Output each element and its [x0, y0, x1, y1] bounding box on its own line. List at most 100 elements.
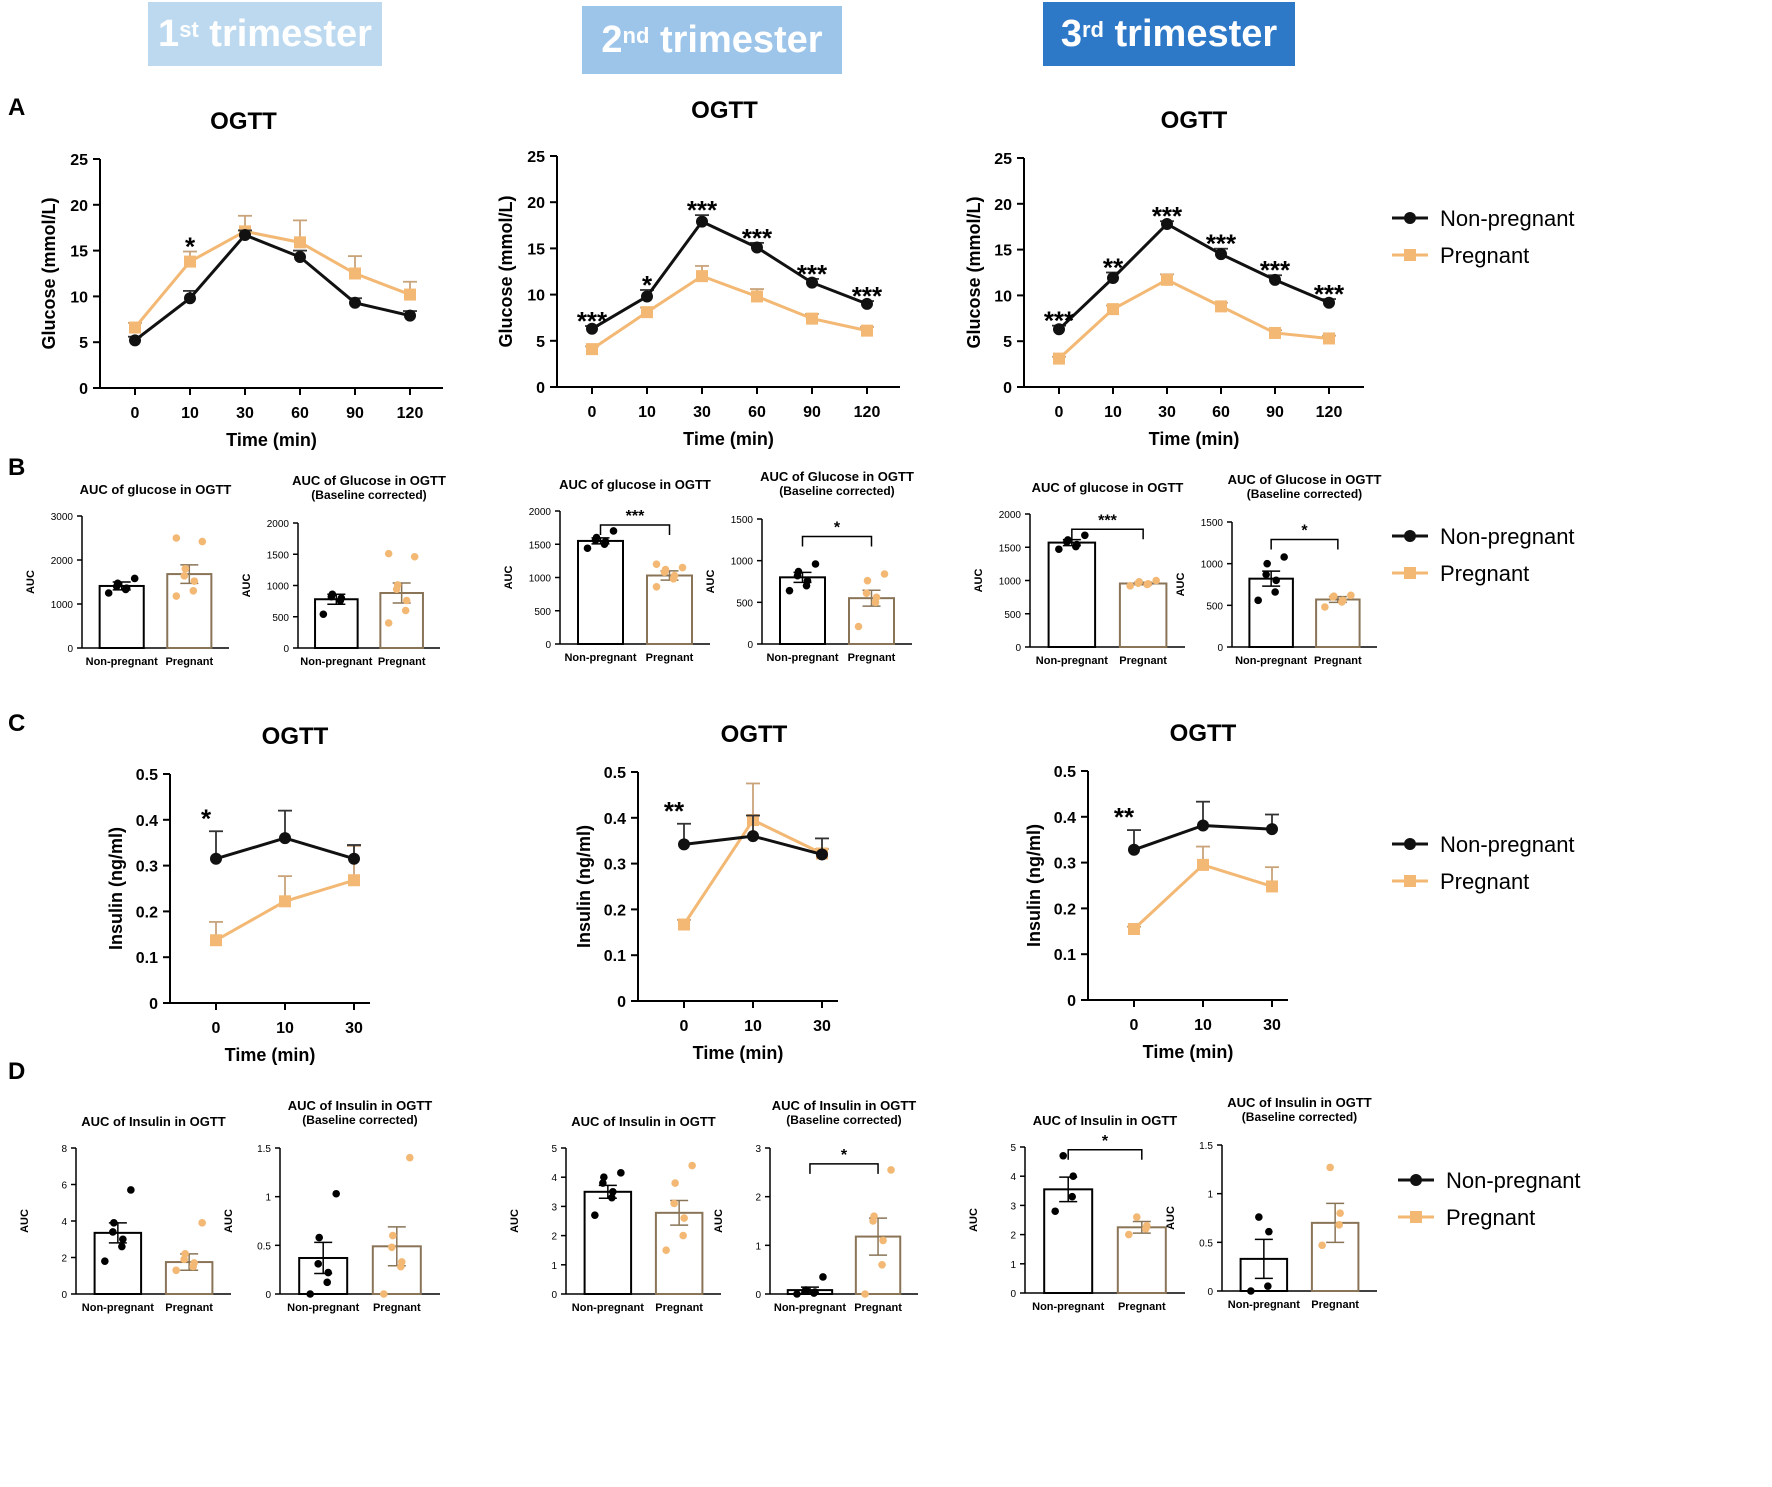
y-tick-label: 8 — [61, 1144, 67, 1155]
bar-chart-B1b: 0 500 1000 1500 2000 AUC AUC of Glucose in OGT… — [241, 473, 446, 668]
data-point — [592, 533, 601, 542]
y-tick-label: 5 — [536, 334, 545, 351]
x-tick-label: Pregnant — [655, 1302, 703, 1314]
bar — [577, 539, 624, 645]
data-point — [184, 255, 196, 268]
data-point — [1247, 1287, 1255, 1295]
x-tick-label: 10 — [638, 404, 656, 421]
data-point — [678, 918, 690, 931]
data-point — [384, 549, 393, 558]
banner-text: trimester — [649, 18, 823, 61]
y-tick-label: 0.3 — [136, 859, 158, 876]
banner-suffix: st — [179, 17, 199, 42]
banner-text: trimester — [198, 12, 372, 55]
bar-chart-D2b: 0 1 2 3 AUC AUC of Insulin in OGTT(Baseline c… — [713, 1098, 918, 1314]
data-point — [591, 1211, 599, 1219]
data-point — [1152, 576, 1160, 585]
bar — [1043, 1188, 1094, 1294]
line-chart-C1: 0 0.1 0.2 0.3 0.4 0.5 0 10 30 Time (min) Insulin (… — [106, 723, 370, 1065]
x-tick-label: Pregnant — [165, 1302, 213, 1314]
y-tick-label: 4 — [61, 1217, 67, 1228]
y-tick-label: 0.5 — [1054, 764, 1076, 781]
y-tick-label: 1000 — [999, 577, 1022, 588]
data-point — [1128, 843, 1140, 856]
y-tick-label: 2 — [551, 1232, 557, 1243]
y-tick-label: 0.1 — [1054, 947, 1076, 964]
bar-group-non-pregnant — [1043, 1151, 1094, 1294]
legend-label-pregnant: Pregnant — [1440, 243, 1529, 268]
data-point — [1143, 1222, 1151, 1230]
y-tick-label: 500 — [272, 613, 289, 624]
data-point — [880, 570, 889, 578]
data-point — [410, 552, 419, 561]
y-axis-label: AUC — [1165, 1206, 1177, 1230]
y-tick-label: 500 — [736, 598, 753, 609]
bar — [1248, 577, 1294, 649]
data-point — [696, 215, 708, 228]
x-tick-label: 120 — [397, 405, 424, 422]
data-point — [751, 290, 763, 303]
data-point — [887, 1166, 895, 1174]
y-tick-label: 2 — [1010, 1231, 1016, 1242]
x-tick-label: Non-pregnant — [1228, 1299, 1300, 1311]
data-point — [119, 1235, 127, 1244]
bar-group-non-pregnant — [98, 574, 145, 650]
bar-group-pregnant — [166, 534, 213, 650]
data-point — [696, 270, 708, 283]
series-line — [1057, 222, 1330, 331]
significance-bracket — [1270, 538, 1339, 550]
significance-stars: * — [834, 520, 841, 537]
data-point — [180, 572, 189, 580]
data-point — [337, 594, 346, 602]
data-point — [1266, 823, 1278, 836]
bar — [779, 576, 826, 645]
x-tick-label: 120 — [854, 404, 881, 421]
y-tick-label: 15 — [527, 241, 545, 258]
significance-stars: ** — [1103, 253, 1124, 283]
data-point — [747, 830, 759, 843]
data-point — [1266, 880, 1278, 893]
legend-marker-pregnant — [1410, 1211, 1422, 1223]
data-point — [661, 565, 670, 574]
y-axis-label: AUC — [968, 1208, 980, 1232]
significance-stars: * — [1102, 1133, 1109, 1150]
x-tick-label: 0 — [131, 405, 140, 422]
data-point — [130, 574, 139, 583]
chart-subtitle: (Baseline corrected) — [1242, 1110, 1357, 1124]
chart-title: AUC of Insulin in OGTT — [288, 1098, 432, 1113]
data-point — [181, 1250, 189, 1258]
data-point — [678, 838, 690, 851]
x-tick-label: 30 — [693, 404, 711, 421]
significance-bracket — [1071, 528, 1144, 540]
panel-label-d: D — [8, 1058, 26, 1085]
data-point — [406, 1153, 414, 1162]
y-tick-label: 1000 — [529, 574, 552, 585]
x-tick-label: 30 — [1263, 1017, 1281, 1034]
data-point — [1336, 1209, 1344, 1217]
significance-bracket — [1067, 1149, 1143, 1160]
data-point — [279, 895, 291, 908]
x-tick-label: Pregnant — [1311, 1299, 1359, 1311]
banner-text: trimester — [1103, 12, 1278, 55]
y-tick-label: 4 — [551, 1173, 557, 1184]
chart-subtitle: (Baseline corrected) — [1247, 487, 1362, 501]
x-tick-label: 60 — [1212, 404, 1230, 421]
bar — [583, 1190, 633, 1296]
y-tick-label: 0 — [545, 640, 551, 651]
bar-chart-D1b: 0 0.5 1 1.5 AUC AUC of Insulin in OGTT(Baseli… — [223, 1098, 440, 1314]
legend-marker-non-pregnant — [1404, 838, 1416, 850]
data-point — [680, 1214, 688, 1222]
bar-chart-B2a: 0 500 1000 1500 2000 AUC AUC of glucose in OGT… — [503, 477, 711, 664]
x-tick-label: Non-pregnant — [564, 652, 636, 664]
y-tick-label: 6 — [61, 1181, 67, 1192]
y-tick-label: 0 — [283, 644, 289, 655]
data-point — [1126, 582, 1134, 590]
series-non-pregnant — [677, 814, 829, 861]
x-tick-label: 90 — [346, 405, 364, 422]
data-point — [806, 276, 818, 289]
chart-subtitle: (Baseline corrected) — [311, 488, 426, 502]
data-point — [122, 584, 131, 592]
significance-stars: *** — [687, 195, 718, 225]
y-axis-label: AUC — [503, 566, 515, 590]
